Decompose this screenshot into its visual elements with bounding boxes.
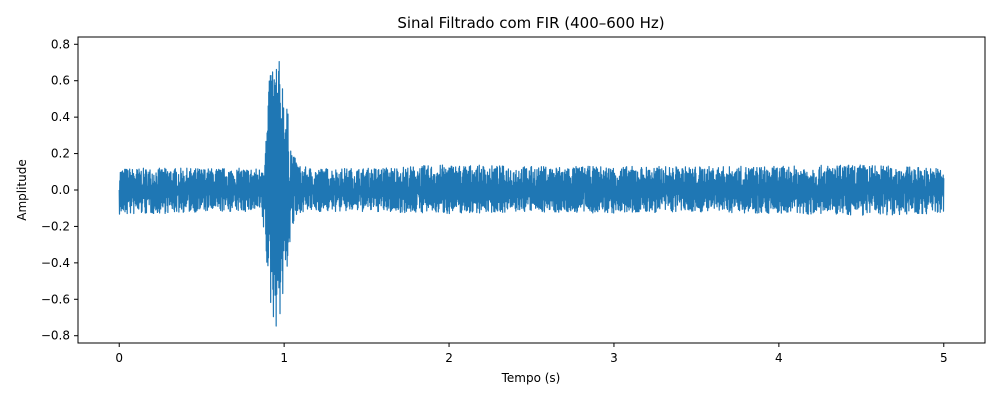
y-tick-label: −0.6 [41,292,70,306]
x-tick-label: 0 [115,351,123,365]
x-tick-label: 1 [280,351,288,365]
y-tick-label: −0.4 [41,256,70,270]
x-tick-label: 2 [445,351,453,365]
x-tick-label: 3 [610,351,618,365]
y-tick-label: −0.2 [41,219,70,233]
y-axis-ticks: −0.8 −0.6 −0.4 −0.2 0.0 0.2 0.4 0.6 0.8 [41,37,78,343]
y-tick-label: 0.2 [51,147,70,161]
y-axis-label: Amplitude [15,159,29,221]
y-tick-label: 0.4 [51,110,70,124]
y-tick-label: 0.0 [51,183,70,197]
x-tick-label: 5 [940,351,948,365]
x-tick-label: 4 [775,351,783,365]
chart-title: Sinal Filtrado com FIR (400–600 Hz) [397,14,664,32]
y-tick-label: 0.8 [51,37,70,51]
x-axis-ticks: 0 1 2 3 4 5 [115,343,948,365]
x-axis-label: Tempo (s) [501,371,561,385]
series-layer [118,61,945,327]
y-tick-label: −0.8 [41,329,70,343]
signal-line [118,61,945,327]
y-tick-label: 0.6 [51,74,70,88]
